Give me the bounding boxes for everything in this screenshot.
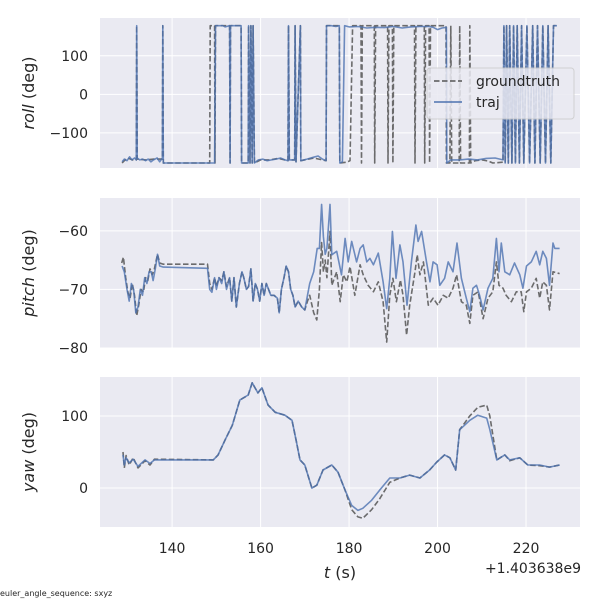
y-tick-label: −80 [58,341,88,357]
x-offset-text: +1.403638e9 [485,561,581,577]
y-tick-label: −100 [50,126,88,142]
x-axis-label-variable: t [324,563,331,582]
series-line-traj [121,24,557,164]
legend-label-groundtruth: groundtruth [476,74,560,90]
y-tick-label: 100 [61,409,88,425]
x-tick-label: 180 [336,541,363,557]
x-axis-label: t (s) [324,563,356,582]
y-tick-label: 0 [79,87,88,103]
y-tick-label: −60 [58,224,88,240]
footer-note: euler_angle_sequence: sxyz [0,589,112,598]
legend: groundtruth traj [426,67,575,120]
y-tick-label: 100 [61,49,88,65]
legend-box [426,67,575,120]
y-axis-label-variable: yaw [19,459,38,493]
y-axis-label-variable: pitch [19,277,38,318]
y-axis-label-variable: roll [19,104,38,130]
panel-roll: −100 0 100 roll (deg) groundtruth traj [19,18,580,168]
y-axis-label-unit: (deg) [19,229,38,277]
y-tick-label: 0 [79,481,88,497]
y-axis-label-unit: (deg) [19,412,38,460]
plot-area [100,198,580,348]
y-axis-label-unit: (deg) [19,57,38,105]
x-tick-label: 140 [159,541,186,557]
plot-area [100,377,580,527]
panel-yaw: 0 100 yaw (deg) [19,377,580,527]
y-axis-label: yaw (deg) [19,412,38,493]
legend-label-traj: traj [476,95,500,111]
x-tick-label: 200 [424,541,451,557]
x-tick-label: 220 [513,541,540,557]
x-tick-label: 160 [247,541,274,557]
panel-pitch: −80 −70 −60 pitch (deg) [19,198,580,357]
y-axis-label: pitch (deg) [19,229,38,318]
x-axis-label-unit: (s) [330,563,356,582]
series-line-traj [121,203,560,314]
y-axis-label: roll (deg) [19,57,38,130]
series-line-traj [122,382,560,512]
y-tick-label: −70 [58,282,88,298]
